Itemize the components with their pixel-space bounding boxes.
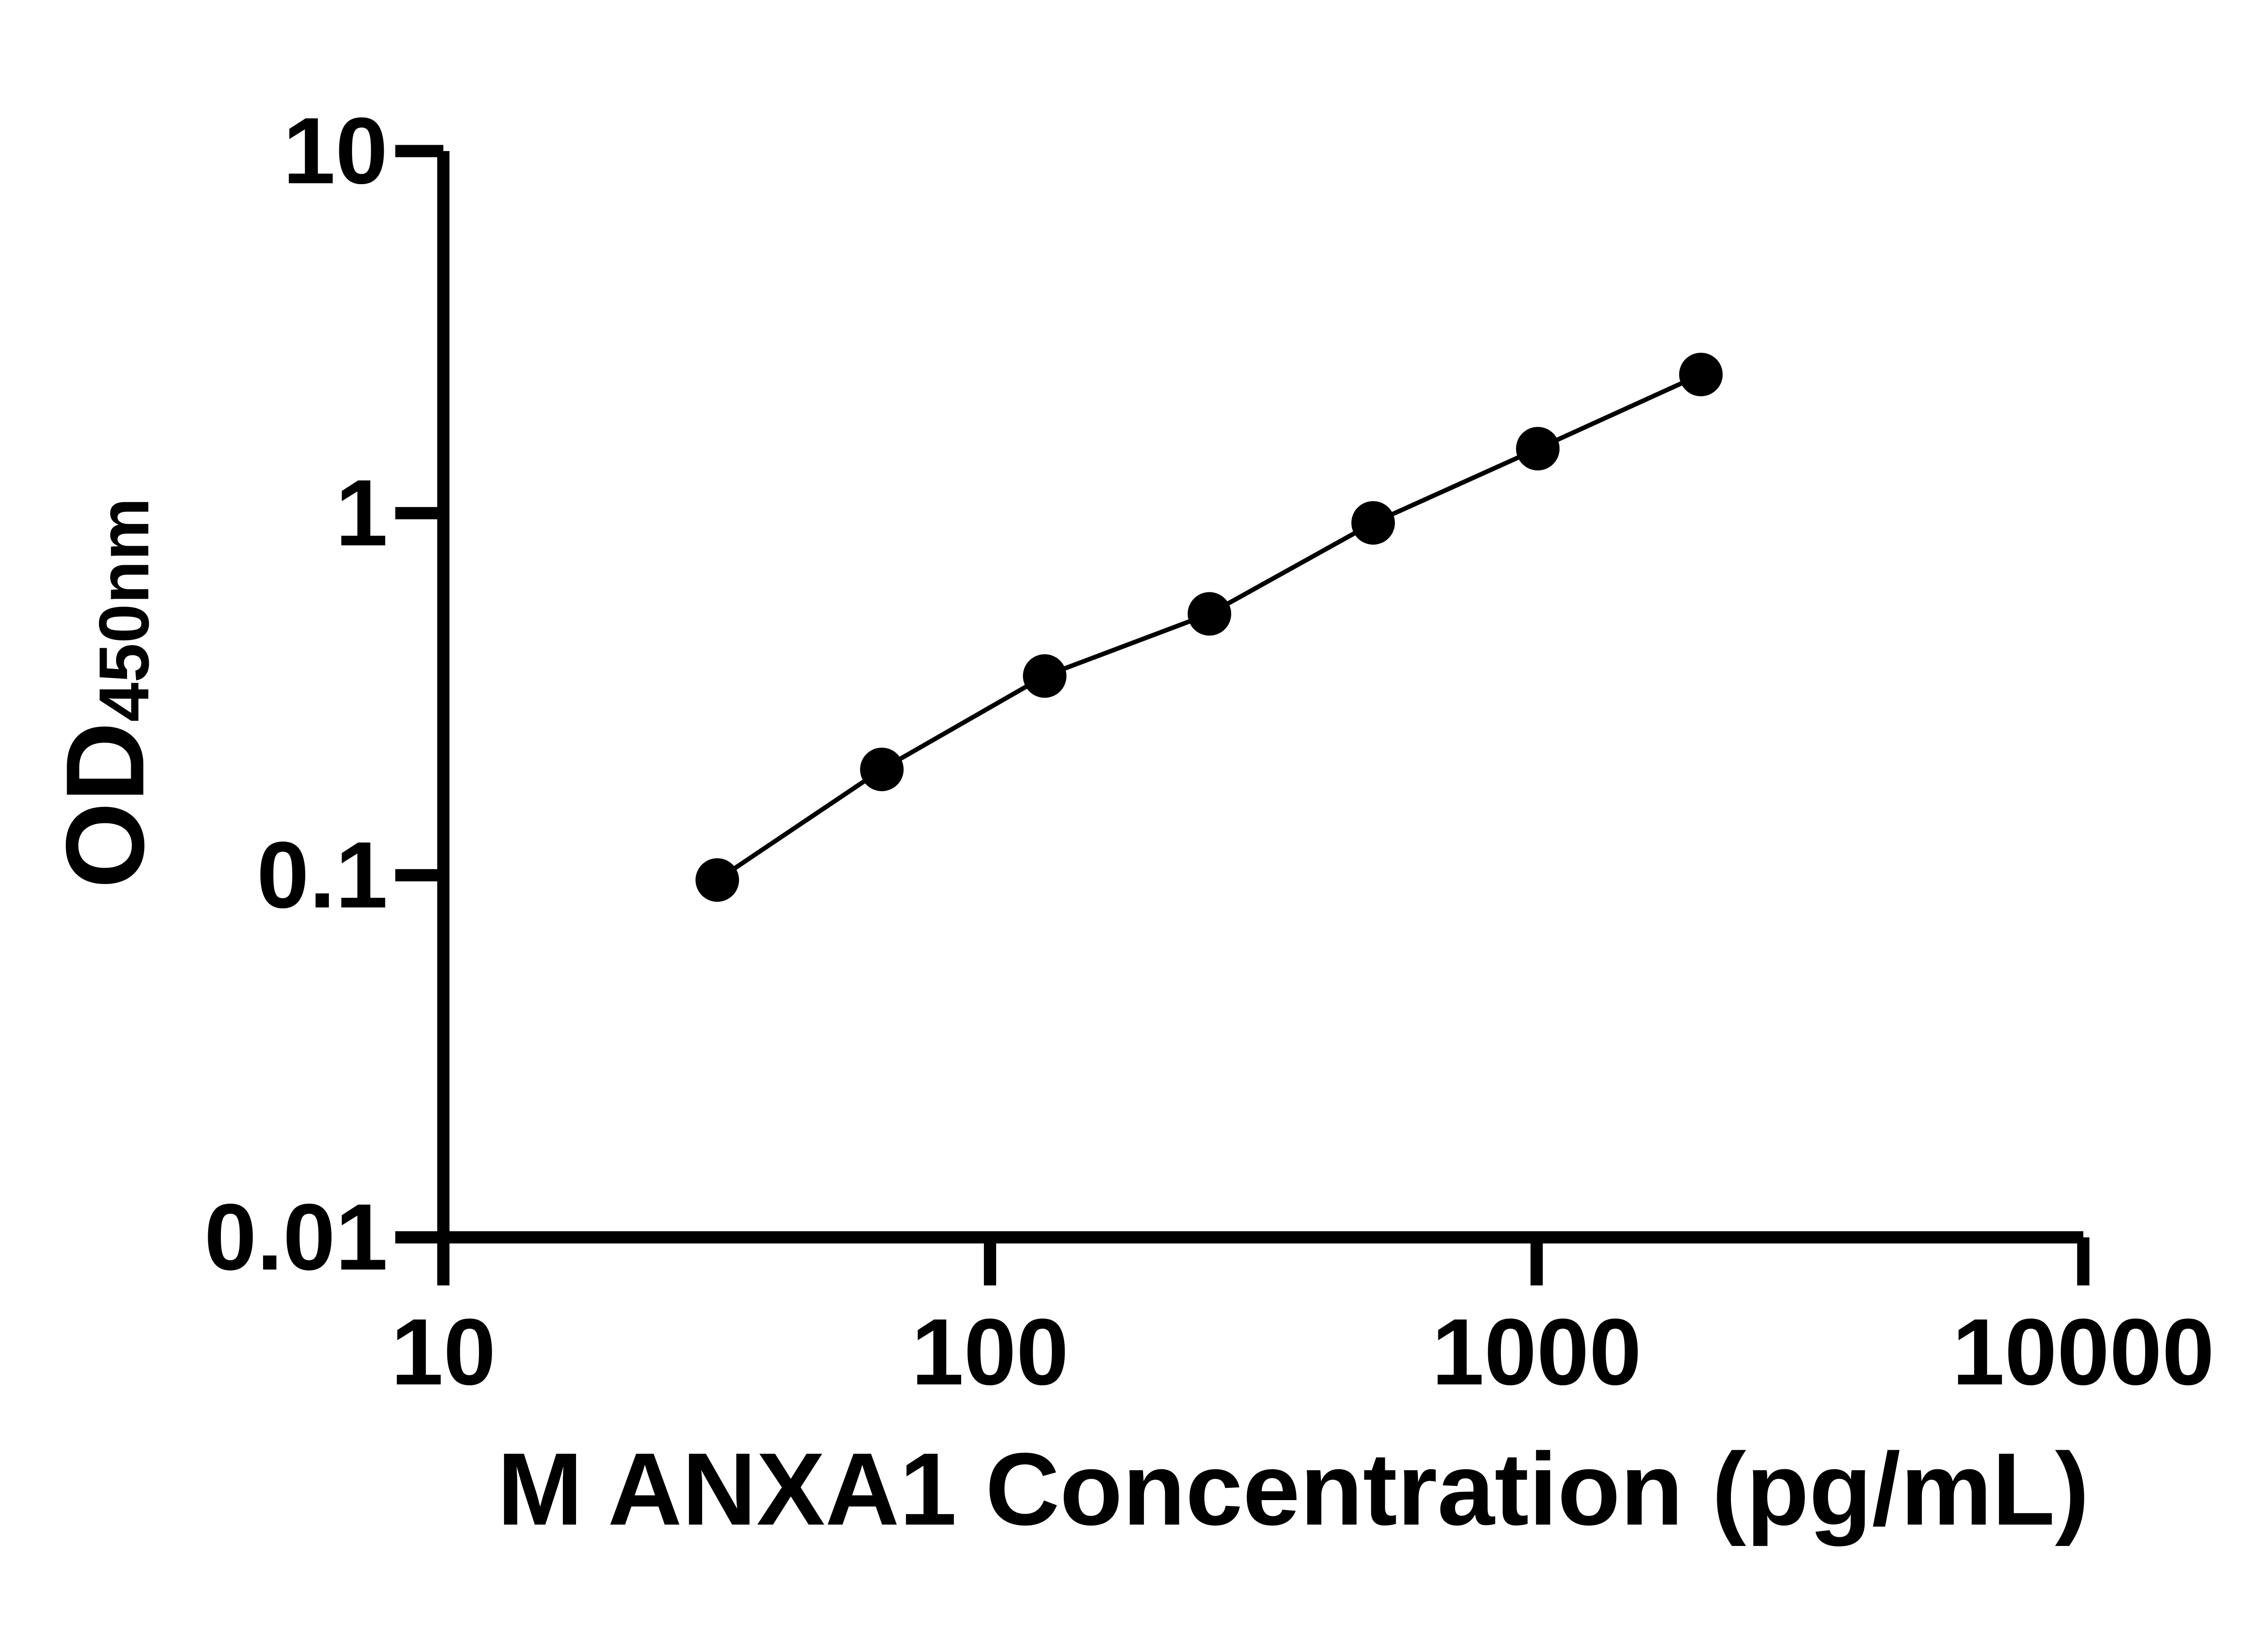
svg-text:10: 10 xyxy=(391,1300,496,1405)
svg-text:10: 10 xyxy=(283,98,388,204)
svg-text:1: 1 xyxy=(335,460,388,566)
svg-text:0.01: 0.01 xyxy=(204,1185,388,1290)
svg-text:100: 100 xyxy=(911,1300,1069,1405)
svg-text:1000: 1000 xyxy=(1432,1300,1642,1405)
svg-text:M ANXA1 Concentration (pg/mL): M ANXA1 Concentration (pg/mL) xyxy=(497,1432,2089,1547)
svg-text:0.1: 0.1 xyxy=(257,823,388,928)
svg-text:10000: 10000 xyxy=(1952,1300,2214,1405)
